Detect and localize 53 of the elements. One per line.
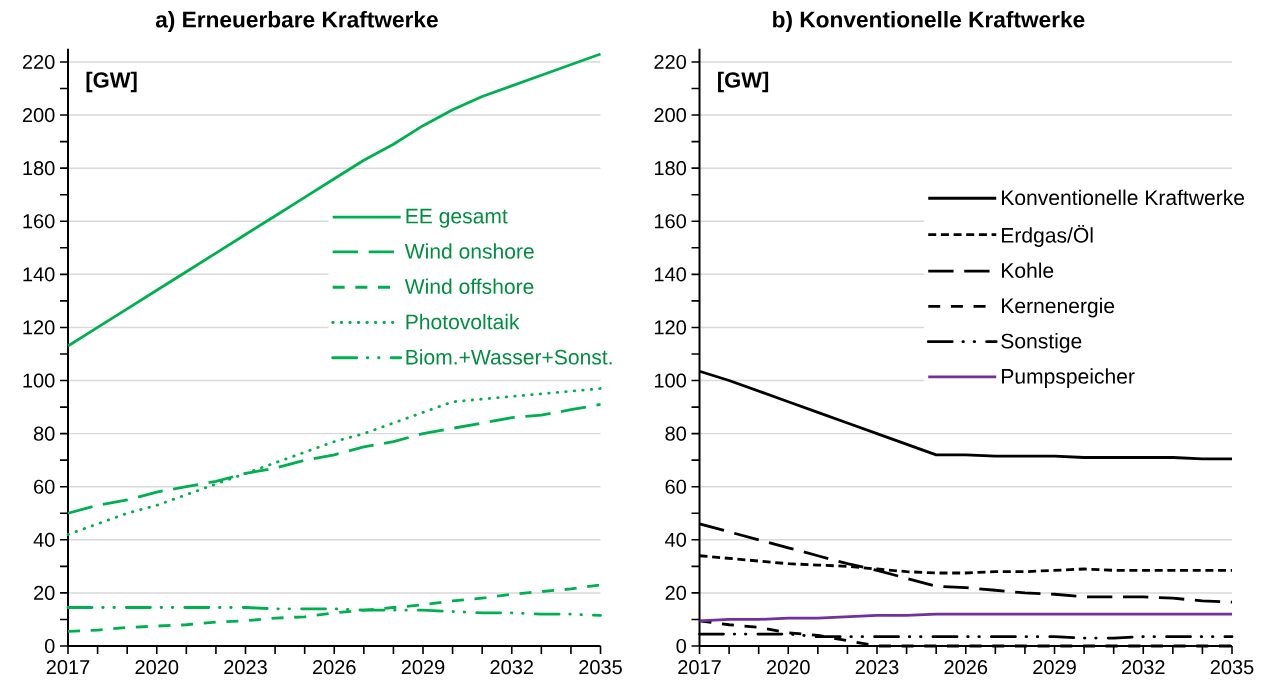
x-tick-label: 2020: [767, 660, 810, 675]
y-tick-label: 100: [23, 373, 55, 388]
x-tick-label: 2032: [490, 660, 533, 675]
legend-label: Biom.+Wasser+Sonst.: [406, 349, 612, 365]
x-tick-label: 2017: [46, 660, 90, 675]
legend-label: Kernenergie: [1002, 297, 1115, 318]
legend-label: Sonstige: [1001, 333, 1082, 353]
legend-label: Pumpspeicher: [1002, 368, 1135, 388]
y-tick-label: 80: [665, 426, 687, 441]
legend-label: Wind offshore: [404, 278, 534, 295]
x-tick-label: 2020: [135, 660, 179, 675]
y-tick-label: 120: [23, 320, 55, 335]
x-tick-label: 2023: [855, 660, 899, 675]
x-tick-label: 2035: [1210, 660, 1254, 675]
x-tick-label: 2032: [1122, 660, 1165, 675]
legend-label: Wind onshore: [404, 243, 534, 259]
legend-label: Photovoltaik: [406, 313, 520, 330]
x-tick-label: 2023: [224, 660, 267, 675]
y-tick-label: 160: [23, 214, 55, 229]
y-tick-label: 120: [654, 320, 687, 335]
y-tick-label: 80: [33, 426, 55, 441]
y-tick-label: 200: [22, 107, 55, 123]
y-tick-label: 40: [665, 532, 687, 547]
y-tick-label: 180: [23, 161, 55, 176]
y-tick-label: 100: [654, 373, 687, 388]
legend-label: EE gesamt: [406, 208, 508, 228]
x-tick-label: 2029: [401, 660, 445, 675]
legend-label: Erdgas/Öl: [1002, 224, 1093, 247]
legend-label: Konventionelle Kraftwerke: [1002, 189, 1245, 206]
chart-title: a) Erneuerbare Kraftwerke: [155, 10, 438, 33]
y-tick-label: 180: [654, 161, 687, 176]
y-tick-label: 60: [665, 479, 687, 494]
x-tick-label: 2029: [1033, 660, 1076, 675]
y-tick-label: 220: [22, 54, 55, 70]
y-tick-label: 20: [665, 585, 687, 600]
y-axis-title: [GW]: [718, 71, 769, 93]
x-tick-label: 2026: [313, 660, 356, 675]
x-tick-label: 2026: [944, 660, 988, 675]
y-tick-label: 220: [654, 54, 687, 70]
y-tick-label: 20: [34, 585, 55, 600]
y-tick-label: 60: [34, 479, 55, 494]
legend-label: Kohle: [1002, 262, 1054, 279]
y-tick-label: 140: [23, 267, 55, 282]
y-tick-label: 40: [33, 532, 55, 547]
y-tick-label: 140: [654, 267, 687, 282]
y-tick-label: 0: [44, 638, 55, 654]
y-tick-label: 0: [676, 638, 687, 654]
chart-title: b) Konventionelle Kraftwerke: [773, 10, 1085, 33]
y-axis-title: [GW]: [86, 71, 137, 93]
y-tick-label: 160: [654, 214, 687, 229]
y-tick-label: 200: [654, 107, 687, 123]
x-tick-label: 2035: [579, 660, 622, 675]
x-tick-label: 2017: [678, 660, 721, 675]
